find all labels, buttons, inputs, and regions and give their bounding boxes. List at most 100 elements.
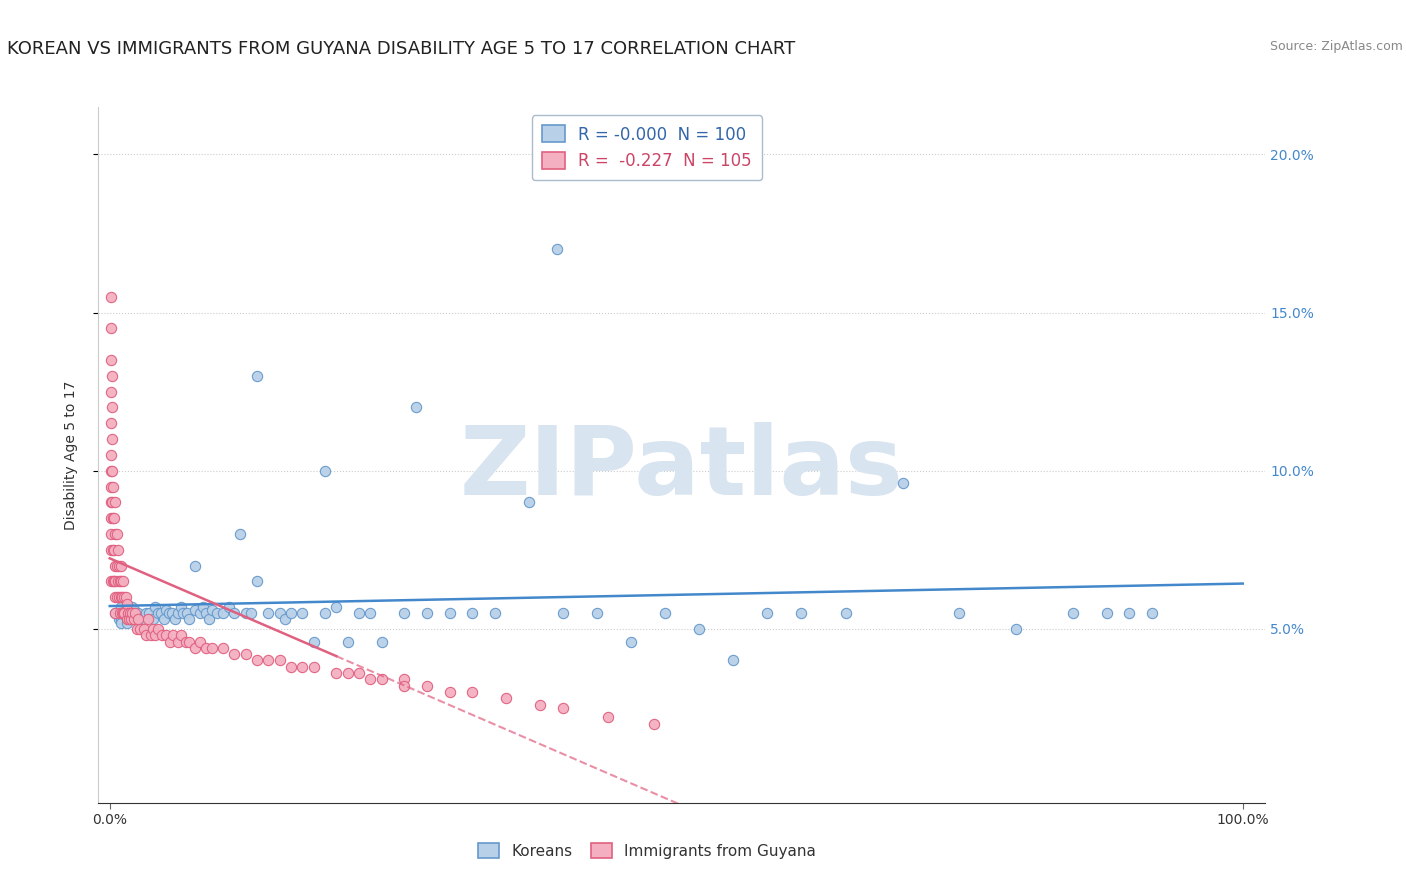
Point bbox=[177, 634, 200, 648]
Point bbox=[143, 628, 166, 642]
Point bbox=[110, 599, 132, 614]
Point bbox=[107, 606, 129, 620]
Point bbox=[104, 558, 127, 573]
Point bbox=[100, 353, 122, 368]
Point bbox=[148, 622, 170, 636]
Text: ZIPatlas: ZIPatlas bbox=[460, 422, 904, 516]
Point bbox=[370, 673, 392, 687]
Point bbox=[172, 606, 194, 620]
Point bbox=[104, 495, 127, 509]
Point bbox=[120, 612, 142, 626]
Point bbox=[150, 628, 173, 642]
Point bbox=[280, 606, 302, 620]
Point bbox=[124, 606, 146, 620]
Point bbox=[1118, 606, 1140, 620]
Point bbox=[105, 527, 128, 541]
Point bbox=[291, 660, 314, 674]
Point bbox=[302, 634, 325, 648]
Y-axis label: Disability Age 5 to 17: Disability Age 5 to 17 bbox=[63, 380, 77, 530]
Point bbox=[439, 685, 461, 699]
Point bbox=[551, 606, 574, 620]
Point bbox=[177, 612, 200, 626]
Point bbox=[174, 634, 197, 648]
Point bbox=[336, 634, 359, 648]
Point bbox=[257, 653, 280, 667]
Legend: Koreans, Immigrants from Guyana: Koreans, Immigrants from Guyana bbox=[471, 837, 823, 864]
Point bbox=[142, 622, 165, 636]
Point bbox=[114, 609, 136, 624]
Point bbox=[115, 612, 138, 626]
Point bbox=[125, 622, 148, 636]
Point bbox=[101, 511, 124, 525]
Point bbox=[218, 599, 240, 614]
Point bbox=[104, 574, 127, 589]
Point bbox=[529, 698, 551, 712]
Point bbox=[122, 603, 145, 617]
Point bbox=[246, 574, 269, 589]
Point bbox=[790, 606, 813, 620]
Point bbox=[166, 634, 188, 648]
Point bbox=[183, 558, 205, 573]
Point bbox=[416, 606, 439, 620]
Point bbox=[127, 606, 149, 620]
Point bbox=[159, 634, 181, 648]
Point bbox=[110, 574, 132, 589]
Point bbox=[105, 591, 128, 605]
Point bbox=[107, 574, 129, 589]
Point bbox=[101, 542, 124, 557]
Point bbox=[235, 647, 257, 661]
Point bbox=[132, 612, 155, 626]
Point bbox=[586, 606, 609, 620]
Point bbox=[439, 606, 461, 620]
Point bbox=[121, 612, 143, 626]
Point bbox=[291, 606, 314, 620]
Point bbox=[166, 606, 188, 620]
Point bbox=[269, 653, 291, 667]
Point bbox=[121, 606, 143, 620]
Point bbox=[1140, 606, 1163, 620]
Point bbox=[103, 511, 125, 525]
Point bbox=[170, 599, 193, 614]
Point bbox=[120, 606, 142, 620]
Point bbox=[101, 495, 124, 509]
Point bbox=[114, 591, 136, 605]
Point bbox=[100, 527, 122, 541]
Point bbox=[246, 653, 269, 667]
Point bbox=[416, 679, 439, 693]
Point bbox=[165, 612, 187, 626]
Point bbox=[114, 606, 136, 620]
Point bbox=[176, 606, 198, 620]
Point bbox=[101, 368, 124, 383]
Point bbox=[115, 599, 138, 614]
Point bbox=[269, 606, 291, 620]
Point bbox=[115, 606, 138, 620]
Point bbox=[127, 612, 149, 626]
Point bbox=[120, 606, 142, 620]
Point bbox=[336, 666, 359, 681]
Point bbox=[149, 606, 172, 620]
Point bbox=[162, 628, 184, 642]
Point bbox=[598, 710, 620, 724]
Point bbox=[195, 606, 218, 620]
Point bbox=[461, 685, 484, 699]
Point bbox=[108, 574, 131, 589]
Text: Source: ZipAtlas.com: Source: ZipAtlas.com bbox=[1270, 40, 1403, 54]
Point bbox=[280, 660, 302, 674]
Point bbox=[129, 622, 152, 636]
Point bbox=[118, 612, 141, 626]
Point bbox=[110, 615, 132, 630]
Point bbox=[246, 368, 269, 383]
Point bbox=[108, 606, 131, 620]
Point bbox=[517, 495, 540, 509]
Point bbox=[114, 606, 136, 620]
Point bbox=[100, 464, 122, 478]
Point bbox=[1062, 606, 1084, 620]
Point bbox=[112, 574, 135, 589]
Point bbox=[117, 606, 139, 620]
Point bbox=[201, 640, 224, 655]
Point bbox=[105, 558, 128, 573]
Point bbox=[359, 673, 381, 687]
Point bbox=[117, 603, 139, 617]
Point bbox=[495, 691, 517, 706]
Point bbox=[101, 464, 124, 478]
